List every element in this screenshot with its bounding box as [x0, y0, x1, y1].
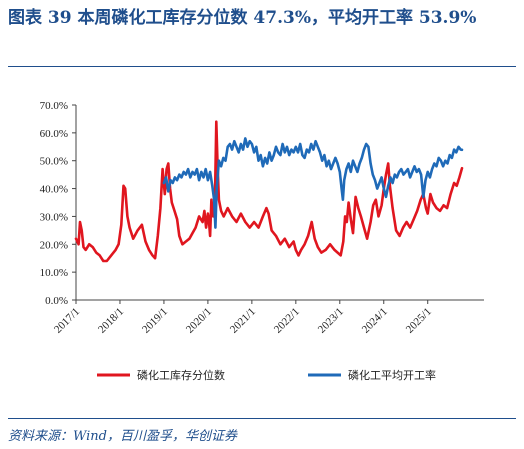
x-tick-label: 2024/1: [360, 306, 390, 336]
x-tick-label: 2019/1: [140, 306, 170, 336]
title-divider: [8, 66, 516, 67]
source-note: 资料来源：Wind，百川盈孚，华创证券: [8, 429, 237, 444]
series-layer: [74, 120, 464, 263]
x-tick-label: 2017/1: [52, 306, 82, 336]
x-tick-label: 2022/1: [272, 306, 302, 336]
x-axis: 2017/1 2018/1 2019/1 2020/1 2021/1 2022/1 2023…: [52, 299, 484, 336]
legend-label: 磷化工平均开工率: [348, 368, 436, 382]
y-tick-label: 60.0%: [40, 128, 68, 140]
y-tick-label: 30.0%: [40, 211, 68, 223]
y-axis: 0.0% 10.0% 20.0% 30.0% 40.0% 50.0% 60.0% 70.0%: [40, 100, 77, 307]
series-line-operating-rate: [162, 137, 464, 229]
figure-title: 图表 39 本周磷化工库存分位数 47.3%，平均开工率 53.9%: [8, 8, 477, 28]
source-divider: [8, 418, 516, 419]
y-tick-label: 0.0%: [45, 295, 68, 307]
y-tick-label: 40.0%: [40, 184, 68, 196]
y-tick-label: 70.0%: [40, 100, 68, 112]
series-line-inventory-percentile: [74, 120, 464, 263]
legend: 磷化工库存分位数 磷化工平均开工率: [97, 368, 436, 382]
y-tick-label: 50.0%: [40, 156, 68, 168]
x-tick-label: 2025/1: [404, 306, 434, 336]
x-tick-label: 2021/1: [228, 306, 258, 336]
x-tick-label: 2020/1: [184, 306, 214, 336]
y-tick-label: 20.0%: [40, 239, 68, 251]
y-tick-label: 10.0%: [40, 267, 68, 279]
x-tick-label: 2023/1: [316, 306, 346, 336]
x-tick-label: 2018/1: [96, 306, 126, 336]
legend-label: 磷化工库存分位数: [137, 368, 225, 382]
